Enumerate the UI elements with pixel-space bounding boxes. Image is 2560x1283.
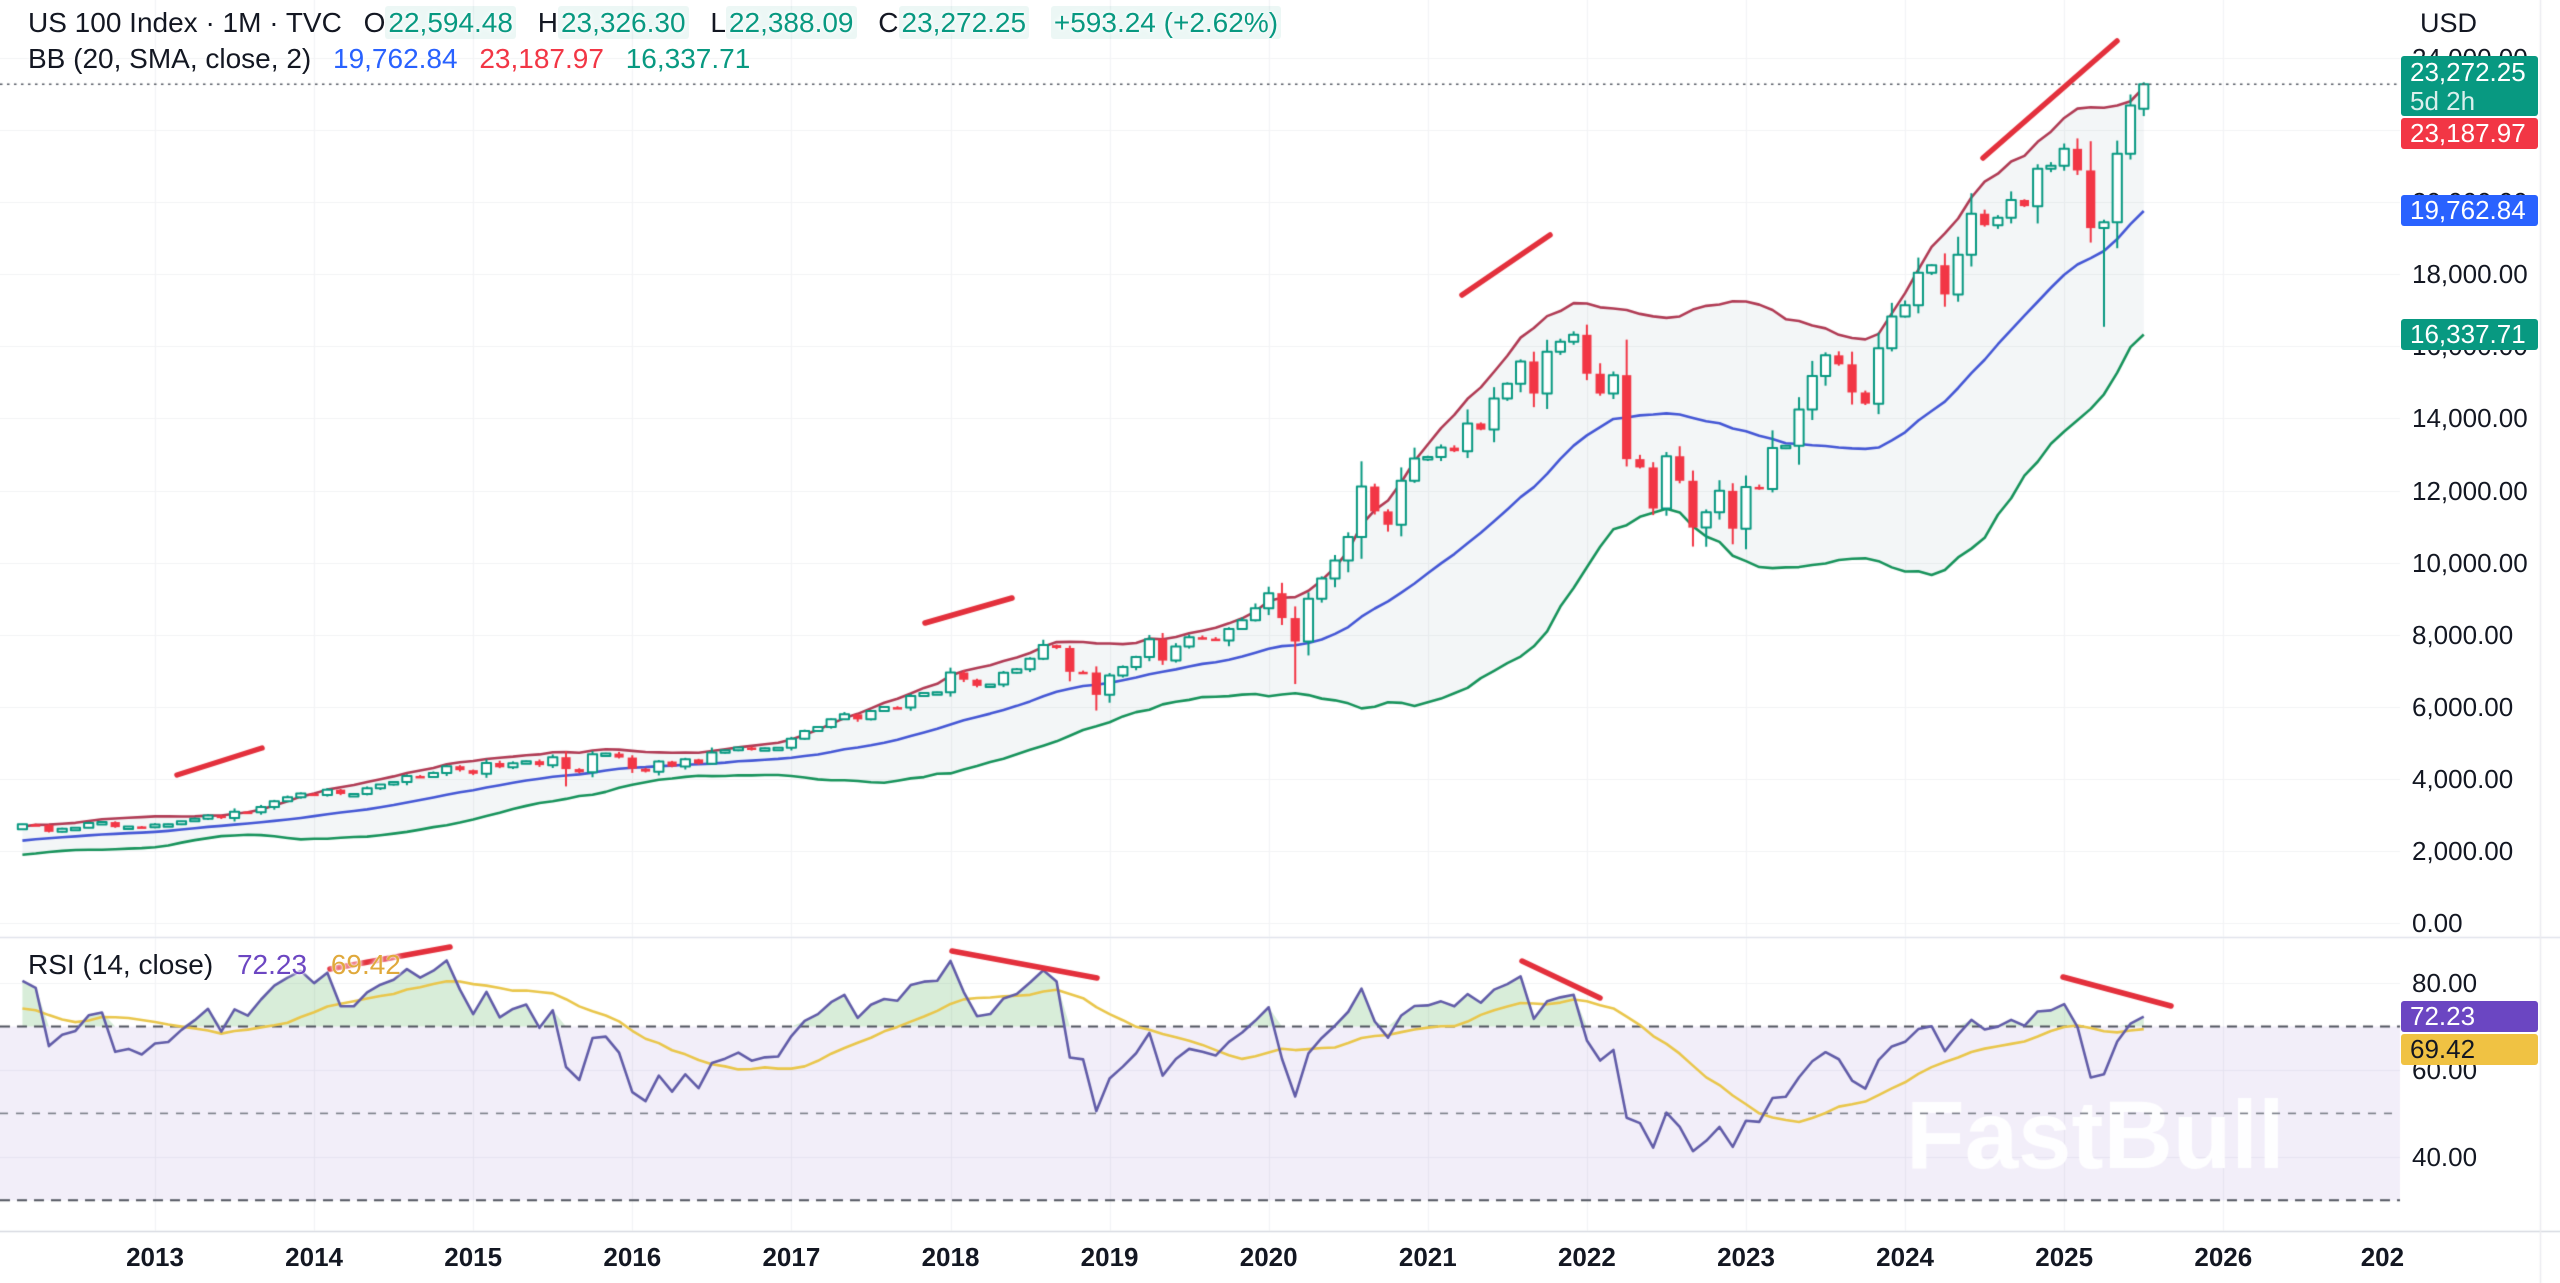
change-value: +593.24 (+2.62%) [1050, 6, 1282, 39]
symbol-header: US 100 Index · 1M · TVC O 22,594.48 H 23,3… [28, 6, 1282, 40]
time-axis-label: 2020 [1239, 1242, 1298, 1272]
rsi-ma-value: 69.42 [330, 949, 401, 980]
price-axis-label: 8,000.00 [2412, 619, 2514, 650]
bb-upper-badge: 23,187.97 [2401, 118, 2538, 150]
time-axis-label: 2018 [921, 1242, 980, 1272]
time-axis-label: 2026 [2194, 1242, 2253, 1272]
price-axis-label: 12,000.00 [2412, 475, 2528, 506]
rsi-value: 72.23 [236, 949, 308, 980]
bb-title[interactable]: BB (20, SMA, close, 2) [28, 43, 312, 74]
rsi-axis-label: 80.00 [2412, 968, 2478, 999]
open-value: 22,594.48 [385, 6, 516, 39]
price-axis-label: 6,000.00 [2412, 691, 2514, 722]
time-axis-label: 2016 [603, 1242, 662, 1272]
rsi-title[interactable]: RSI (14, close) [28, 949, 214, 980]
time-axis-label: 2014 [285, 1242, 344, 1272]
low-value: 22,388.09 [725, 6, 857, 39]
time-axis-label: 2017 [762, 1242, 821, 1272]
price-axis-label: 18,000.00 [2412, 259, 2528, 290]
open-label: O [363, 7, 386, 38]
time-axis-label: 2015 [444, 1242, 503, 1272]
time-axis-label: 2022 [1557, 1242, 1616, 1272]
time-axis-label: 202 [2360, 1242, 2405, 1272]
time-axis-label: 2021 [1398, 1242, 1457, 1272]
bb-indicator-header: BB (20, SMA, close, 2) 19,762.84 23,187.… [28, 42, 750, 76]
last-price-badge: 23,272.25 5d 2h [2401, 56, 2538, 117]
rsi-badge: 72.23 [2401, 1001, 2538, 1033]
time-axis-label: 2023 [1717, 1242, 1775, 1272]
bb-lower-badge: 16,337.71 [2401, 318, 2538, 350]
bb-lower-value: 16,337.71 [625, 43, 751, 74]
time-axis-label: 2019 [1080, 1242, 1139, 1272]
bar-countdown: 5d 2h [2410, 86, 2476, 117]
bb-upper-value: 23,187.97 [479, 43, 604, 74]
currency-label: USD [2420, 8, 2478, 38]
rsi-ma-badge: 69.42 [2401, 1034, 2538, 1066]
time-axis-label: 2025 [2035, 1242, 2094, 1272]
close-value: 23,272.25 [898, 6, 1030, 39]
time-axis-label: 2013 [126, 1242, 184, 1272]
close-label: C [878, 7, 899, 38]
rsi-axis-label: 40.00 [2412, 1141, 2478, 1172]
price-axis-label: 0.00 [2412, 908, 2463, 938]
price-axis-label: 10,000.00 [2412, 547, 2528, 578]
high-value: 23,326.30 [557, 6, 689, 39]
price-axis-label: 14,000.00 [2412, 403, 2528, 434]
rsi-indicator-header: RSI (14, close) 72.23 69.42 [28, 948, 401, 982]
symbol-title[interactable]: US 100 Index · 1M · TVC [28, 7, 342, 38]
bb-basis-value: 19,762.84 [333, 43, 458, 74]
high-label: H [537, 7, 558, 38]
last-price-value: 23,272.25 [2410, 57, 2526, 88]
time-axis-label: 2024 [1876, 1242, 1935, 1272]
bb-basis-badge: 19,762.84 [2401, 195, 2538, 227]
price-axis-label: 2,000.00 [2412, 835, 2514, 866]
low-label: L [710, 7, 726, 38]
price-axis-label: 4,000.00 [2412, 763, 2514, 794]
